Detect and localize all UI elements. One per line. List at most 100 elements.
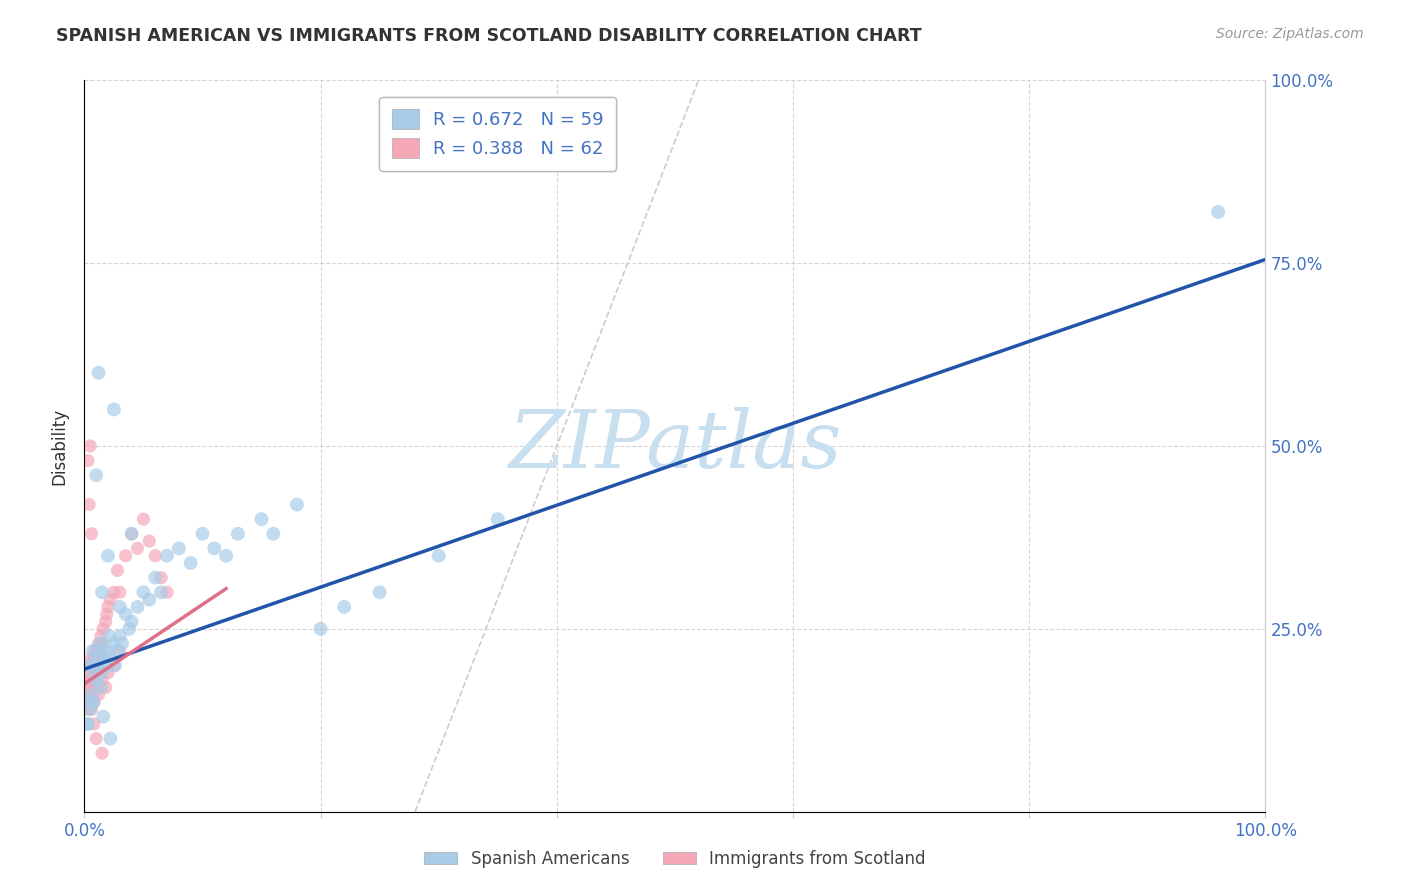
Point [427,549,450,563]
Point [1206,205,1229,219]
Point [98,651,121,665]
Point [77,688,100,702]
Point [368,585,391,599]
Point [107,563,129,577]
Point [91,644,114,658]
Point [87,366,110,380]
Point [103,402,125,417]
Point [103,585,125,599]
Point [90,629,112,643]
Point [132,585,155,599]
Point [118,622,141,636]
Point [250,512,273,526]
Point [77,717,100,731]
Point [79,695,101,709]
Point [77,453,100,467]
Point [97,665,120,680]
Point [82,644,104,658]
Point [97,599,120,614]
Point [76,673,98,687]
Point [121,526,143,541]
Point [82,665,104,680]
Point [82,688,104,702]
Point [80,688,103,702]
Point [98,592,121,607]
Y-axis label: Disability: Disability [51,408,69,484]
Point [91,585,114,599]
Point [107,644,129,658]
Point [156,549,179,563]
Point [108,585,131,599]
Point [83,673,105,687]
Point [76,717,98,731]
Point [79,673,101,687]
Legend: R = 0.672   N = 59, R = 0.388   N = 62: R = 0.672 N = 59, R = 0.388 N = 62 [380,96,616,170]
Point [79,658,101,673]
Point [98,629,121,643]
Point [127,541,149,556]
Point [94,615,117,629]
Point [84,673,107,687]
Point [79,439,101,453]
Point [87,688,110,702]
Point [121,526,143,541]
Point [77,665,100,680]
Point [143,571,166,585]
Point [80,702,103,716]
Point [202,541,225,556]
Point [486,512,509,526]
Point [226,526,249,541]
Point [94,681,117,695]
Point [84,644,107,658]
Point [87,658,110,673]
Point [103,636,125,650]
Point [80,681,103,695]
Point [83,665,105,680]
Point [309,622,332,636]
Point [91,636,114,650]
Point [96,607,118,622]
Text: SPANISH AMERICAN VS IMMIGRANTS FROM SCOTLAND DISABILITY CORRELATION CHART: SPANISH AMERICAN VS IMMIGRANTS FROM SCOT… [56,27,922,45]
Point [79,702,101,716]
Point [180,556,202,570]
Point [114,549,136,563]
Point [143,549,166,563]
Point [111,636,134,650]
Point [150,585,173,599]
Point [77,658,100,673]
Point [191,526,214,541]
Point [103,658,125,673]
Point [79,695,101,709]
Point [86,665,108,680]
Point [83,695,105,709]
Point [84,651,107,665]
Point [77,702,100,716]
Point [87,636,110,650]
Point [91,622,114,636]
Point [77,688,100,702]
Point [77,498,100,512]
Point [215,549,238,563]
Point [83,717,105,731]
Point [83,651,105,665]
Point [98,731,121,746]
Point [285,498,308,512]
Legend: Spanish Americans, Immigrants from Scotland: Spanish Americans, Immigrants from Scotl… [418,844,932,875]
Point [89,644,111,658]
Point [138,534,160,549]
Point [104,658,127,673]
Point [91,746,114,760]
Point [84,644,107,658]
Text: Source: ZipAtlas.com: Source: ZipAtlas.com [1216,27,1364,41]
Point [77,681,100,695]
Point [97,549,120,563]
Point [108,629,131,643]
Point [132,512,155,526]
Point [84,658,107,673]
Point [262,526,284,541]
Point [76,695,98,709]
Point [79,658,101,673]
Point [84,665,107,680]
Point [84,731,107,746]
Point [84,468,107,483]
